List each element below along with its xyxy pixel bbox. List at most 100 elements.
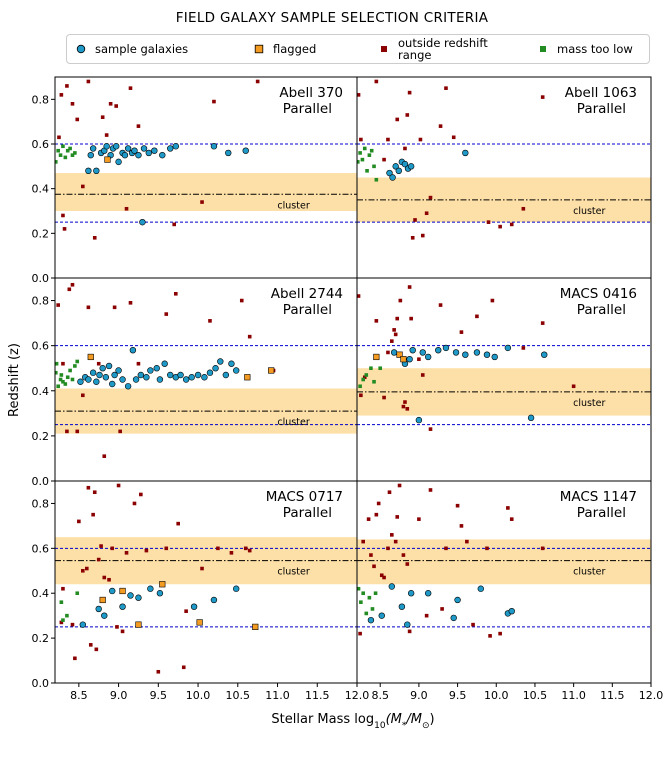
sample-point — [182, 376, 190, 383]
outside-point — [239, 298, 244, 303]
outside-point — [174, 291, 178, 296]
x-tick-label: 11.0 — [265, 689, 290, 702]
sample-point — [85, 376, 92, 383]
sample-point — [77, 378, 84, 385]
outside-point — [99, 544, 103, 548]
outside-point — [405, 407, 410, 411]
outside-point — [395, 117, 400, 122]
low-mass-point — [70, 153, 75, 157]
outside-point — [521, 346, 526, 350]
outside-point — [65, 84, 69, 88]
sample-point — [194, 371, 202, 379]
sample-point — [177, 371, 184, 379]
sample-point — [102, 374, 110, 381]
sample-point — [415, 416, 423, 424]
low-mass-point — [58, 153, 63, 157]
outside-point — [420, 373, 425, 377]
sample-point — [95, 605, 102, 613]
outside-point — [115, 625, 119, 629]
outside-point — [438, 303, 443, 307]
sample-point — [389, 174, 396, 181]
low-mass-point — [374, 177, 379, 182]
panel-content — [55, 483, 357, 674]
low-mass-point — [361, 377, 365, 382]
sample-point — [99, 365, 106, 372]
outside-point — [418, 137, 423, 142]
sample-point — [188, 374, 195, 381]
outside-point — [357, 93, 361, 97]
outside-point — [428, 488, 433, 492]
low-mass-point — [75, 359, 80, 364]
outside-point — [405, 562, 410, 566]
low-mass-point — [55, 160, 58, 164]
outside-point — [247, 548, 252, 553]
x-axis-title-part: 10 — [374, 721, 386, 731]
x-axis-title-part: * — [402, 721, 407, 731]
sample-point — [407, 163, 415, 170]
legend-item-low: mass too low — [538, 35, 633, 63]
outside-point — [77, 519, 81, 524]
sample-point — [404, 621, 411, 628]
y-tick-label: 0.6 — [32, 138, 50, 151]
panel-subtitle: Parallel — [577, 505, 626, 521]
outside-point — [108, 102, 113, 106]
outside-point — [73, 274, 77, 278]
low-mass-point — [75, 591, 80, 596]
sample-point — [93, 167, 100, 175]
outside-point — [417, 517, 421, 521]
outside-point — [61, 361, 65, 366]
panel-title: Abell 1063 — [565, 85, 637, 101]
sample-point — [228, 360, 235, 367]
outside-point — [70, 622, 75, 627]
sample-point — [450, 614, 457, 622]
outside-point — [540, 546, 545, 551]
outside-point — [390, 339, 394, 343]
outside-point — [96, 361, 101, 366]
flagged-point — [252, 623, 259, 630]
low-mass-point — [367, 153, 372, 157]
outside-point — [428, 427, 433, 431]
sample-point — [161, 360, 168, 367]
sample-point — [109, 380, 116, 388]
outside-point — [200, 566, 204, 571]
flagged-point — [396, 351, 403, 358]
sample-point — [124, 383, 132, 390]
panel-title: MACS 0717 — [266, 489, 343, 505]
outside-point — [59, 93, 64, 97]
outside-point — [172, 222, 177, 227]
sample-point — [442, 344, 450, 352]
sample-point — [137, 371, 145, 379]
outside-point — [136, 361, 141, 366]
outside-point — [124, 551, 129, 555]
x-axis-title: Stellar Mass log10(M*/M⊙) — [271, 712, 434, 731]
outside-point — [571, 384, 576, 389]
cluster-label: cluster — [277, 567, 309, 578]
sample-point — [491, 353, 498, 361]
low-mass-point — [63, 155, 68, 160]
outside-point — [397, 483, 402, 488]
outside-point — [104, 133, 109, 137]
outside-point — [139, 492, 143, 497]
x-tick-label: 9.0 — [110, 689, 128, 702]
x-tick-label: 10.5 — [226, 689, 251, 702]
panel-subtitle: Parallel — [283, 505, 332, 521]
outside-point — [181, 665, 186, 670]
low-mass-point — [59, 600, 64, 604]
outside-point — [393, 539, 398, 544]
outside-point — [407, 629, 412, 634]
outside-point — [102, 454, 107, 458]
cluster-label: cluster — [277, 200, 309, 211]
sample-point — [145, 149, 152, 157]
sample-point — [89, 145, 97, 152]
sample-point — [79, 621, 87, 628]
panel-content — [55, 274, 357, 458]
x-tick-label: 11.5 — [600, 689, 625, 702]
outside-point — [471, 622, 475, 627]
outside-point — [386, 137, 390, 142]
outside-point — [212, 99, 216, 104]
outside-point — [395, 515, 400, 519]
panel-frame — [356, 480, 652, 684]
outside-point — [120, 629, 125, 634]
sample-point — [217, 358, 224, 365]
